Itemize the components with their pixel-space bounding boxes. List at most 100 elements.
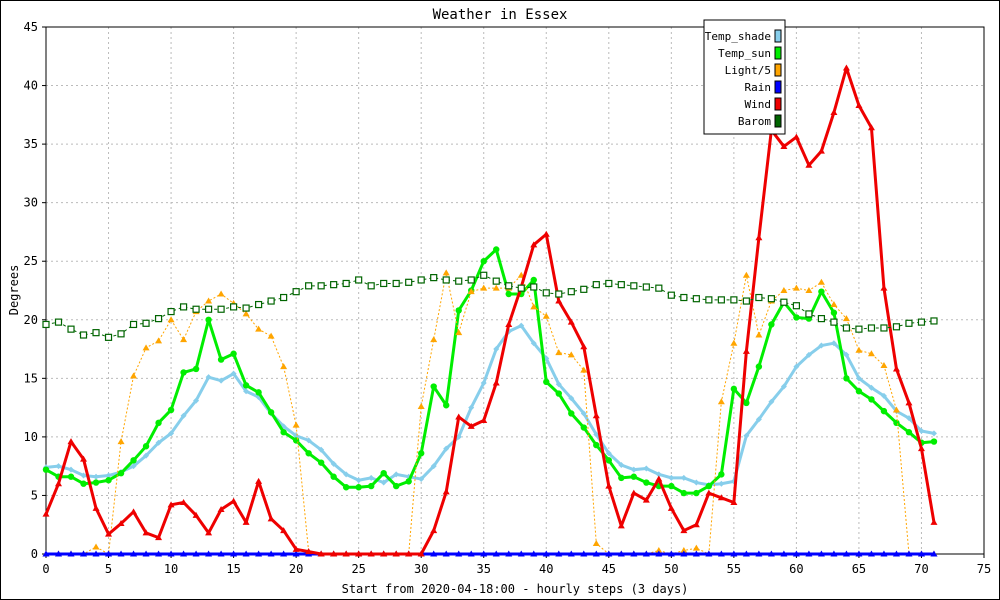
data-point — [280, 429, 287, 436]
data-point — [930, 518, 938, 525]
data-point — [80, 455, 88, 462]
data-point — [317, 550, 325, 557]
data-point — [205, 297, 213, 304]
data-point — [655, 550, 663, 557]
data-point — [855, 375, 862, 382]
data-point — [117, 438, 125, 445]
data-point — [905, 415, 912, 422]
data-point — [217, 290, 225, 297]
data-point — [680, 550, 688, 557]
data-point — [555, 349, 563, 356]
data-point — [693, 489, 700, 497]
data-point — [667, 504, 675, 511]
data-point — [918, 428, 925, 435]
data-point — [105, 550, 113, 557]
data-point — [105, 472, 112, 479]
data-point — [267, 409, 275, 416]
x-tick-label: 65 — [852, 562, 866, 576]
data-point — [518, 322, 525, 329]
data-point — [380, 279, 388, 288]
data-point — [380, 469, 387, 477]
data-point — [867, 350, 875, 357]
data-point — [242, 304, 250, 312]
data-point — [430, 527, 438, 534]
data-point — [467, 288, 475, 295]
data-point — [505, 290, 512, 298]
data-point — [129, 320, 138, 329]
data-point — [843, 351, 850, 358]
data-point — [155, 337, 163, 344]
data-point — [868, 396, 875, 403]
data-point — [205, 316, 212, 323]
data-point — [680, 293, 688, 302]
data-point — [630, 550, 638, 557]
x-tick-label: 0 — [42, 562, 49, 576]
data-point — [430, 274, 438, 282]
data-point — [580, 410, 587, 417]
data-point — [42, 466, 50, 473]
series-line-light-5 — [46, 272, 934, 555]
data-point — [630, 466, 637, 473]
data-point — [605, 279, 613, 288]
legend-box — [703, 19, 786, 135]
data-point — [280, 363, 288, 370]
data-point — [105, 530, 113, 537]
chart-title: Weather in Essex — [433, 7, 568, 23]
data-point — [555, 381, 562, 388]
data-point — [655, 475, 663, 482]
data-point — [130, 463, 137, 470]
x-tick-label: 40 — [539, 562, 553, 576]
y-tick-label: 30 — [24, 196, 38, 210]
data-point — [605, 450, 612, 457]
data-point — [517, 284, 525, 292]
data-point — [180, 412, 187, 419]
data-point — [292, 421, 300, 428]
data-point — [217, 505, 225, 512]
data-point — [667, 550, 675, 557]
data-point — [668, 482, 675, 490]
data-point — [92, 329, 100, 337]
data-point — [755, 363, 763, 370]
data-point — [692, 521, 700, 528]
data-point — [643, 479, 650, 486]
data-point — [267, 297, 275, 305]
data-point — [530, 276, 537, 284]
x-tick-label: 70 — [914, 562, 928, 576]
x-tick-label: 45 — [602, 562, 616, 576]
x-tick-label: 15 — [226, 562, 240, 576]
data-point — [542, 289, 550, 297]
data-point — [167, 307, 175, 316]
data-point — [293, 432, 300, 439]
data-point — [405, 550, 413, 557]
data-point — [643, 465, 650, 472]
data-point — [892, 406, 900, 413]
data-point — [330, 473, 337, 480]
data-point — [830, 318, 838, 326]
data-point — [68, 466, 75, 473]
data-point — [505, 320, 513, 327]
data-point — [179, 303, 188, 311]
data-point — [755, 416, 762, 423]
data-point — [642, 283, 650, 291]
series-wind — [42, 64, 938, 557]
data-point — [230, 370, 237, 377]
data-point — [817, 147, 825, 154]
data-point — [318, 446, 325, 453]
data-point — [142, 319, 150, 327]
data-point — [405, 478, 412, 485]
data-point — [868, 384, 875, 391]
data-point — [117, 469, 125, 477]
x-tick-label: 75 — [977, 562, 991, 576]
data-point — [805, 287, 813, 293]
data-point — [717, 550, 725, 557]
data-point — [567, 318, 575, 325]
data-point — [755, 293, 763, 302]
data-point — [742, 550, 750, 557]
data-point — [792, 133, 800, 140]
data-point — [555, 390, 562, 397]
data-point — [642, 496, 650, 503]
data-point — [917, 445, 925, 452]
legend-swatch — [774, 29, 782, 43]
data-point — [530, 340, 537, 347]
y-axis-label: Degrees — [7, 265, 21, 316]
